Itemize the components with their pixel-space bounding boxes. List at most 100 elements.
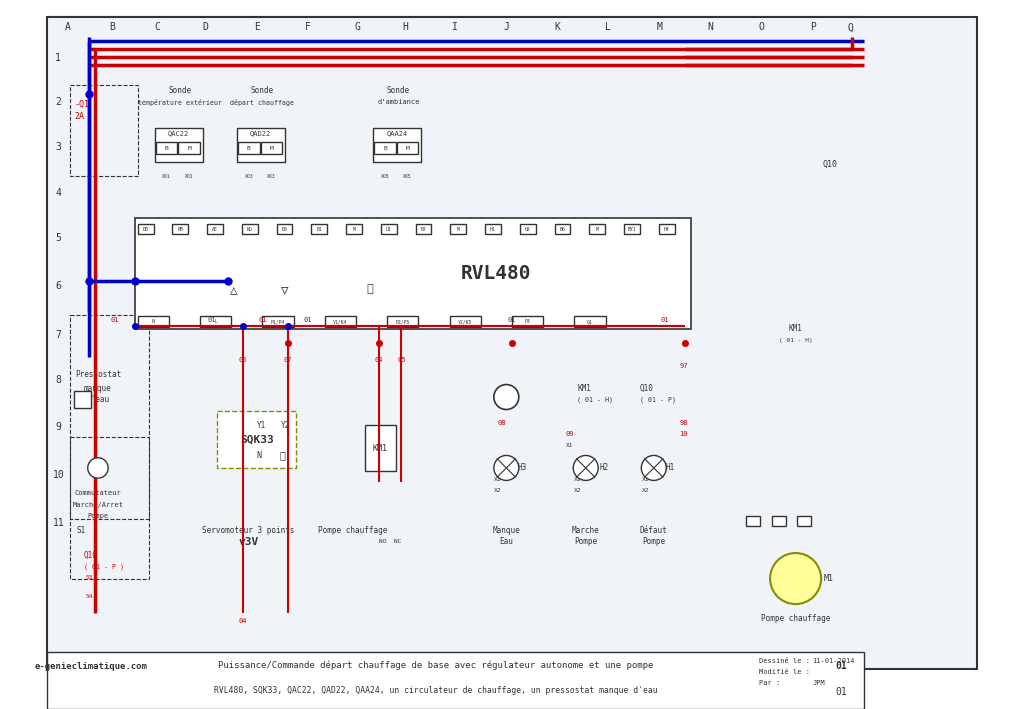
Text: Servomoteur 3 points: Servomoteur 3 points xyxy=(202,526,295,535)
Text: P1/P4: P1/P4 xyxy=(270,319,286,324)
Text: RVL480, SQK33, QAC22, QAD22, QAA24, un circulateur de chauffage, un pressostat m: RVL480, SQK33, QAC22, QAD22, QAA24, un c… xyxy=(214,686,657,696)
Text: 01: 01 xyxy=(303,318,312,323)
Text: d'ambiance: d'ambiance xyxy=(377,99,420,105)
Bar xyxy=(658,224,675,234)
Bar xyxy=(451,224,466,234)
Text: Pompe chauffage: Pompe chauffage xyxy=(761,614,830,623)
Text: P2/P5: P2/P5 xyxy=(395,319,410,324)
Text: Commutateur: Commutateur xyxy=(75,491,121,496)
Text: B: B xyxy=(247,145,251,150)
Text: Y2: Y2 xyxy=(281,421,290,430)
Text: G: G xyxy=(354,22,360,32)
Text: 54: 54 xyxy=(86,594,93,599)
Text: M: M xyxy=(269,145,273,150)
Text: M: M xyxy=(352,227,355,232)
Text: M: M xyxy=(793,568,799,578)
Text: 01: 01 xyxy=(207,318,216,323)
Text: B6: B6 xyxy=(559,227,565,232)
Text: température extérieur: température extérieur xyxy=(138,99,222,106)
Text: KO: KO xyxy=(247,227,253,232)
Text: C: C xyxy=(155,22,161,32)
Bar xyxy=(325,316,356,327)
Text: Pompe: Pompe xyxy=(574,537,597,546)
Text: X1: X1 xyxy=(573,476,581,482)
Bar xyxy=(178,142,200,155)
Text: Q: Q xyxy=(848,22,854,32)
Bar xyxy=(135,218,690,329)
Text: 01: 01 xyxy=(258,318,266,323)
Text: H2: H2 xyxy=(525,227,530,232)
Text: Manque: Manque xyxy=(493,526,520,535)
Bar xyxy=(311,224,328,234)
Text: 53: 53 xyxy=(86,575,93,580)
Bar xyxy=(207,224,223,234)
Text: Y2/K5: Y2/K5 xyxy=(458,319,472,324)
Text: Marche: Marche xyxy=(571,526,600,535)
Text: L: L xyxy=(214,319,217,324)
Text: SQK33: SQK33 xyxy=(240,435,273,445)
Text: △: △ xyxy=(230,283,238,296)
Text: X1: X1 xyxy=(494,476,502,482)
Text: 2A: 2A xyxy=(74,112,84,121)
Text: H2: H2 xyxy=(600,464,609,472)
Text: X2: X2 xyxy=(573,488,581,493)
Text: départ chauffage: départ chauffage xyxy=(230,99,295,106)
Text: Q10: Q10 xyxy=(640,384,653,393)
Text: ( 01 - H): ( 01 - H) xyxy=(778,337,812,343)
Text: H: H xyxy=(402,22,409,32)
Bar xyxy=(70,85,137,176)
Text: v3V: v3V xyxy=(239,537,258,547)
Text: M: M xyxy=(406,145,410,150)
Text: 1: 1 xyxy=(55,53,61,63)
Bar xyxy=(70,437,150,579)
Text: NB: NB xyxy=(177,227,183,232)
Text: QAC22: QAC22 xyxy=(168,130,189,136)
Text: 11: 11 xyxy=(52,518,65,528)
Text: KM1: KM1 xyxy=(373,444,387,452)
Text: XO1: XO1 xyxy=(185,174,194,179)
Bar xyxy=(512,316,543,327)
Bar xyxy=(238,142,260,155)
Text: F: F xyxy=(305,22,310,32)
Text: K: K xyxy=(554,22,560,32)
Bar xyxy=(555,224,570,234)
Text: JPM: JPM xyxy=(813,681,825,686)
Bar xyxy=(798,516,811,526)
Text: E: E xyxy=(254,22,260,32)
Text: NO  NC: NO NC xyxy=(379,539,401,545)
Text: 9: 9 xyxy=(55,422,61,432)
Text: H1: H1 xyxy=(490,227,496,232)
Text: QAD22: QAD22 xyxy=(250,130,271,136)
Bar xyxy=(589,224,605,234)
Text: 01: 01 xyxy=(660,318,670,323)
Text: 01: 01 xyxy=(508,318,516,323)
Text: P: P xyxy=(80,396,85,404)
Bar xyxy=(217,411,297,468)
Circle shape xyxy=(494,384,519,410)
Bar xyxy=(397,142,419,155)
Text: Q1: Q1 xyxy=(587,319,593,324)
Bar xyxy=(624,224,640,234)
Text: UI: UI xyxy=(386,227,391,232)
Text: 09: 09 xyxy=(566,431,574,437)
Text: 01: 01 xyxy=(111,318,119,323)
Text: e-genieclimatique.com: e-genieclimatique.com xyxy=(34,662,147,671)
Text: 10: 10 xyxy=(52,470,65,480)
Bar xyxy=(346,224,361,234)
Text: 4: 4 xyxy=(55,188,61,198)
Text: X1: X1 xyxy=(642,476,649,482)
Bar xyxy=(416,224,431,234)
Bar xyxy=(574,316,605,327)
Text: manque: manque xyxy=(84,384,112,393)
Text: 01: 01 xyxy=(836,687,847,697)
Text: M: M xyxy=(596,227,599,232)
Text: 8: 8 xyxy=(55,375,61,385)
Text: 10: 10 xyxy=(679,431,688,437)
Text: Puissance/Commande départ chauffage de base avec régulateur autonome et une pomp: Puissance/Commande départ chauffage de b… xyxy=(218,660,653,669)
Bar xyxy=(155,128,203,162)
Text: 5: 5 xyxy=(55,233,61,243)
Text: A: A xyxy=(66,22,71,32)
Bar xyxy=(137,224,154,234)
Text: M: M xyxy=(457,227,460,232)
Bar xyxy=(374,142,395,155)
